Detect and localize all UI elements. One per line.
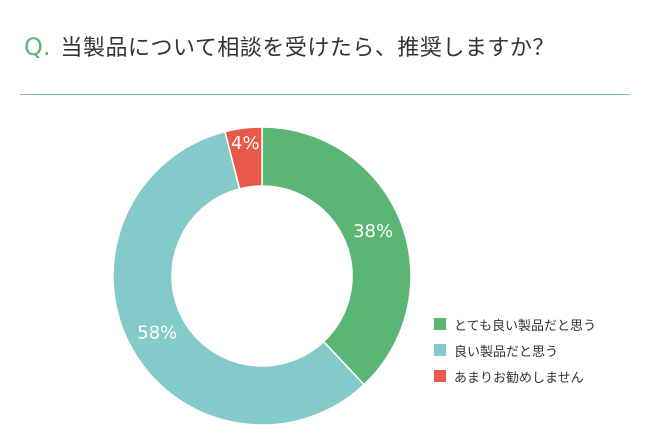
slice-label-not-recommended: 4% xyxy=(231,133,260,154)
donut-slice-very-good xyxy=(261,126,412,386)
donut-slice-not-recommended xyxy=(224,126,263,190)
legend-item-not-recommended: あまりお勧めしません xyxy=(434,363,596,389)
legend-label-good: 良い製品だと思う xyxy=(454,344,559,360)
chart-legend: とても良い製品だと思う 良い製品だと思う あまりお勧めしません xyxy=(434,311,596,389)
donut-slice-good xyxy=(112,130,366,426)
legend-label-very-good: とても良い製品だと思う xyxy=(454,318,596,334)
legend-swatch-very-good xyxy=(434,318,446,330)
legend-swatch-good xyxy=(434,344,446,356)
header-divider xyxy=(20,94,630,95)
legend-label-not-recommended: あまりお勧めしません xyxy=(454,370,584,386)
question-header: Q. 当製品について相談を受けたら、推奨しますか？ xyxy=(24,30,555,62)
legend-item-good: 良い製品だと思う xyxy=(434,337,596,363)
question-title: 当製品について相談を受けたら、推奨しますか？ xyxy=(60,36,555,61)
legend-item-very-good: とても良い製品だと思う xyxy=(434,311,596,337)
question-prefix: Q. xyxy=(24,33,51,61)
slice-label-good: 58% xyxy=(137,323,177,344)
slice-label-very-good: 38% xyxy=(353,221,393,242)
legend-swatch-not-recommended xyxy=(434,370,446,382)
